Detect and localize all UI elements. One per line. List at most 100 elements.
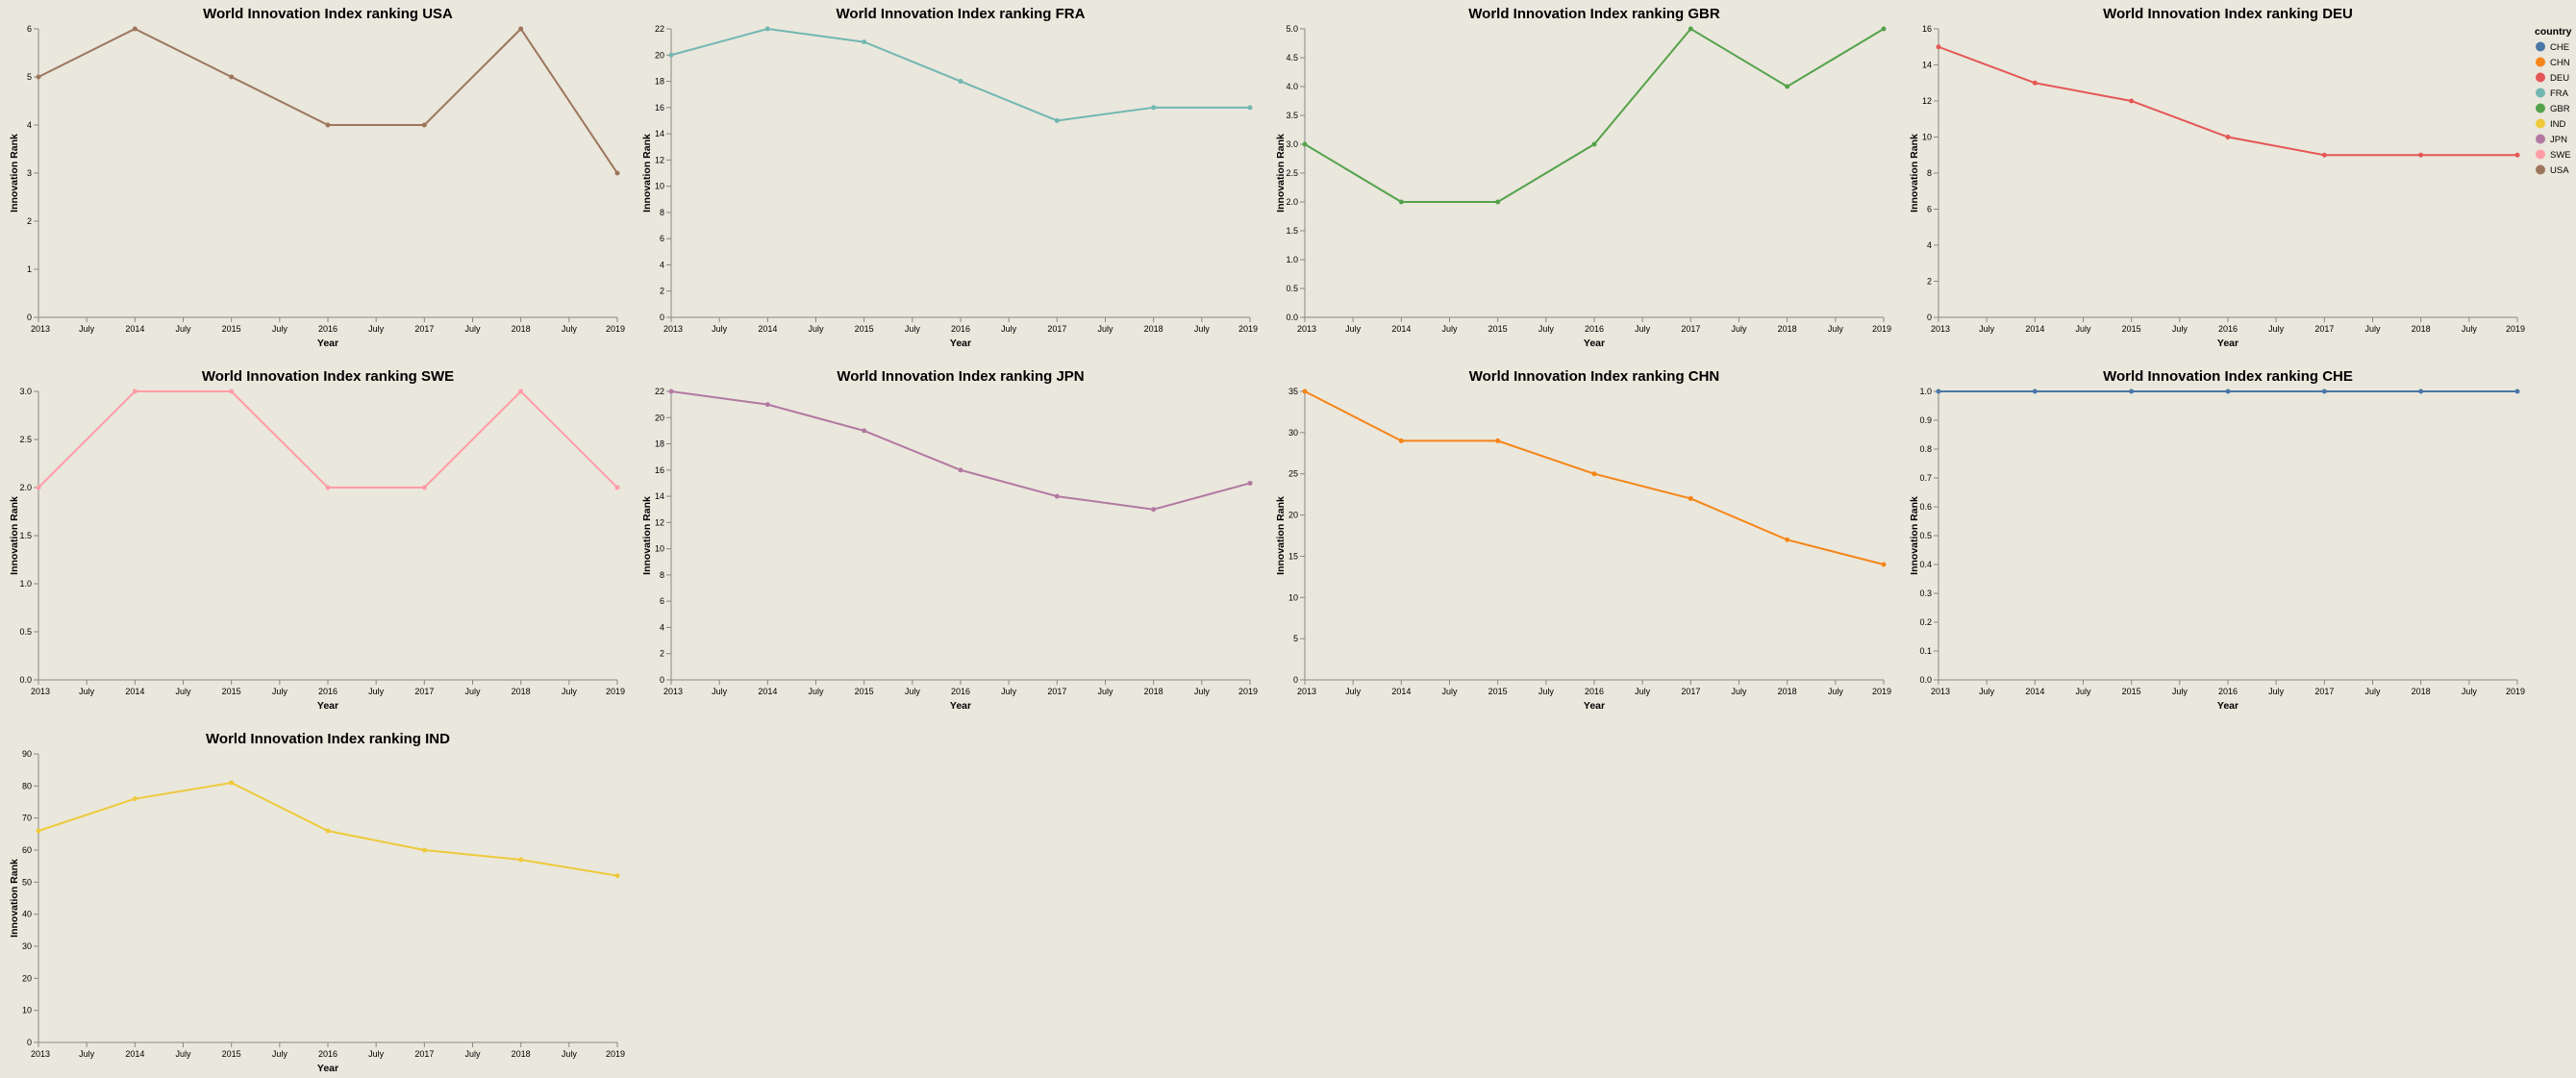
chart-panel-2: World Innovation Index ranking GBR 0.0 0.5…: [1275, 6, 1891, 349]
y-tick-label: 12: [1922, 96, 1932, 106]
data-point: [1247, 480, 1253, 486]
y-tick-label: 5: [27, 72, 32, 82]
y-tick-label: 2: [1927, 277, 1932, 287]
legend-item-che: CHE: [2536, 41, 2569, 53]
legend-item-usa: USA: [2536, 164, 2569, 176]
x-tick-label: 2013: [31, 324, 50, 334]
data-point: [2225, 135, 2231, 139]
y-tick-label: 90: [22, 749, 32, 759]
x-tick-label: 2019: [1872, 687, 1891, 696]
x-tick-label: July: [2268, 324, 2285, 334]
y-tick-label: 1.5: [1286, 226, 1298, 236]
x-tick-label: 2014: [2025, 324, 2044, 334]
legend-item-deu: DEU: [2536, 72, 2569, 84]
y-tick-label: 10: [1288, 592, 1298, 602]
x-tick-label: July: [1001, 324, 1017, 334]
chart-panel-0: World Innovation Index ranking USA 0 1 2 3 4 5…: [9, 6, 625, 349]
x-tick-label: 2016: [318, 324, 338, 334]
y-tick-label: 6: [660, 234, 664, 243]
y-tick-label: 4: [660, 260, 664, 269]
x-tick-label: 2014: [758, 324, 777, 334]
legend-swatch: [2536, 164, 2545, 175]
legend-item-gbr: GBR: [2536, 103, 2570, 114]
legend-item-swe: SWE: [2536, 149, 2571, 161]
chart-panel-6: World Innovation Index ranking CHN 0 5 10 15…: [1275, 368, 1891, 712]
x-tick-label: July: [175, 687, 191, 696]
x-tick-label: 2018: [1778, 687, 1797, 696]
data-point: [1495, 199, 1501, 205]
x-tick-label: July: [1635, 687, 1651, 696]
y-tick-label: 4: [27, 120, 32, 130]
y-tick-label: 0.3: [1919, 589, 1932, 598]
y-tick-label: 0.1: [1919, 646, 1932, 656]
x-tick-label: July: [808, 687, 824, 696]
x-tick-label: 2014: [125, 324, 144, 334]
y-tick-label: 0: [1293, 675, 1298, 685]
x-tick-label: July: [1441, 324, 1458, 334]
x-tick-label: July: [1731, 687, 1747, 696]
data-point: [862, 39, 867, 45]
data-point: [1591, 471, 1597, 477]
legend: country CHE CHN DEU FRA GBR IND JPN SWE USA: [2535, 26, 2572, 176]
x-tick-label: 2019: [606, 1049, 625, 1059]
y-tick-label: 22: [655, 24, 664, 34]
y-axis-title: Innovation Rank: [641, 496, 653, 575]
data-point: [325, 828, 331, 834]
x-tick-label: 2017: [1681, 687, 1700, 696]
data-point: [1054, 493, 1060, 499]
legend-label: FRA: [2550, 88, 2569, 99]
y-tick-label: 0: [27, 313, 32, 322]
x-tick-label: 2013: [1931, 687, 1950, 696]
data-point: [1151, 105, 1157, 111]
y-tick-label: 30: [1288, 428, 1298, 438]
y-tick-label: 5.0: [1286, 24, 1298, 34]
series-line: [38, 389, 618, 489]
data-point: [1936, 44, 1941, 50]
chart-panel-1: World Innovation Index ranking FRA 0 2 4 6 8 1…: [641, 6, 1258, 349]
x-axis-title: Year: [950, 700, 971, 712]
y-tick-label: 1.0: [1919, 387, 1932, 396]
x-tick-label: 2015: [2122, 687, 2141, 696]
y-tick-label: 3: [27, 168, 32, 178]
data-point: [1881, 26, 1887, 32]
y-tick-label: 2.0: [19, 483, 32, 492]
data-point: [1151, 507, 1157, 513]
x-axis-title: Year: [317, 700, 338, 712]
data-point: [2032, 80, 2038, 86]
x-tick-label: 2013: [1297, 687, 1316, 696]
x-tick-label: July: [79, 687, 95, 696]
legend-swatch: [2536, 41, 2545, 52]
x-tick-label: 2014: [125, 1049, 144, 1059]
x-tick-label: July: [272, 687, 288, 696]
data-point: [2129, 98, 2135, 104]
x-axis-title: Year: [317, 338, 338, 349]
data-point: [229, 389, 235, 394]
x-tick-label: July: [1345, 324, 1362, 334]
y-tick-label: 60: [22, 845, 32, 855]
x-tick-label: 2014: [1391, 324, 1411, 334]
x-tick-label: 2017: [414, 324, 434, 334]
series-line: [670, 390, 1251, 511]
x-tick-label: July: [562, 1049, 578, 1059]
x-tick-label: 2016: [1585, 324, 1604, 334]
y-tick-label: 20: [655, 50, 664, 60]
x-tick-label: 2016: [318, 1049, 338, 1059]
data-point: [2225, 389, 2231, 394]
legend-swatch: [2536, 88, 2545, 98]
y-tick-label: 5: [1293, 634, 1298, 643]
x-tick-label: July: [79, 1049, 95, 1059]
x-tick-label: 2016: [2218, 687, 2238, 696]
data-point: [1495, 438, 1501, 443]
y-tick-label: 25: [1288, 469, 1298, 479]
data-point: [518, 26, 524, 32]
y-tick-label: 4: [660, 622, 664, 632]
x-tick-label: 2015: [855, 687, 874, 696]
y-axis-title: Innovation Rank: [1275, 134, 1287, 213]
x-tick-label: 2013: [31, 1049, 50, 1059]
legend-item-jpn: JPN: [2536, 134, 2567, 145]
y-tick-label: 3.5: [1286, 111, 1298, 120]
x-tick-label: 2018: [512, 687, 531, 696]
chart-title: World Innovation Index ranking DEU: [2103, 6, 2353, 22]
x-tick-label: 2018: [1778, 324, 1797, 334]
x-tick-label: July: [464, 1049, 481, 1059]
